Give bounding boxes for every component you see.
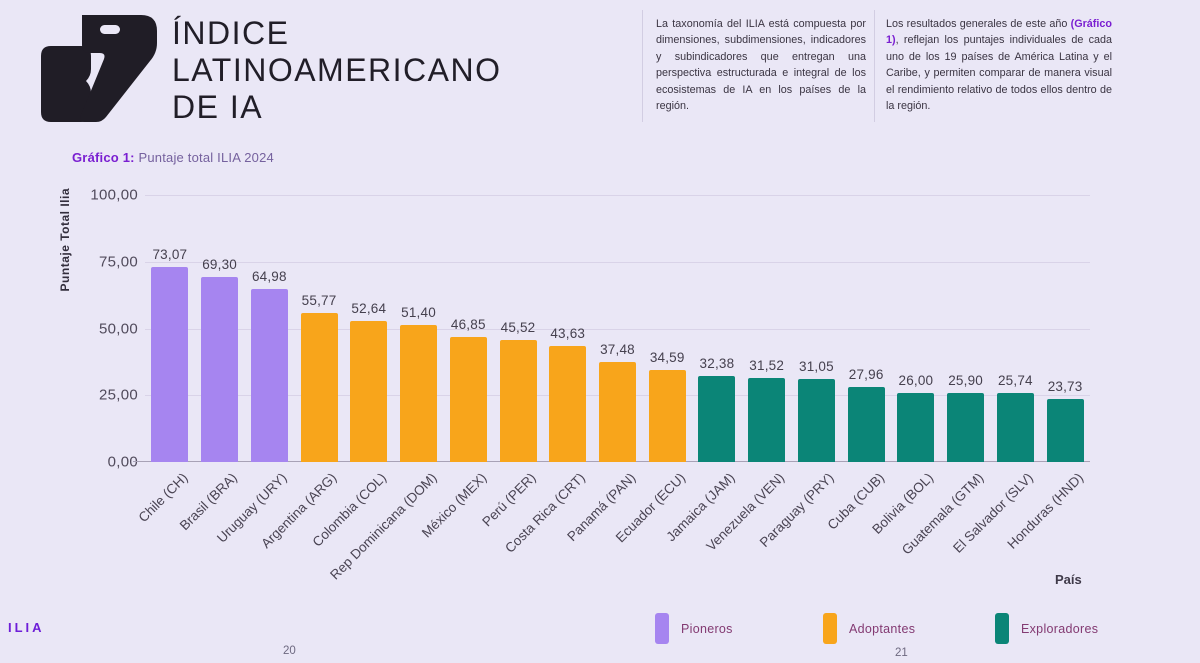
chart-title-prefix: Gráfico 1: <box>72 150 135 165</box>
page-title-line: ÍNDICE <box>172 15 290 51</box>
bar <box>648 369 686 462</box>
bar <box>947 392 985 462</box>
bar-slot: 25,74 <box>990 195 1040 462</box>
bar-series: 73,07 69,30 64,98 55,77 52,64 51,40 46,85 45,52… <box>145 195 1090 462</box>
bar-value-label: 25,74 <box>997 373 1033 389</box>
bar-slot: 31,05 <box>792 195 842 462</box>
y-tick-label: 100,00 <box>90 186 138 204</box>
page-number-left: 20 <box>283 645 296 657</box>
chart-title-text: Puntaje total ILIA 2024 <box>138 150 274 165</box>
bar-value-label: 25,90 <box>948 372 984 388</box>
bar <box>400 324 438 462</box>
plot-area: 73,07 69,30 64,98 55,77 52,64 51,40 46,85 45,52… <box>133 195 1090 462</box>
bar <box>1046 398 1084 462</box>
legend-label: Exploradores <box>1021 621 1099 636</box>
gridline <box>145 261 1090 263</box>
bar <box>350 321 388 462</box>
y-tick-label: 0,00 <box>107 453 138 471</box>
bar-slot: 46,85 <box>443 195 493 462</box>
column-divider <box>874 10 875 122</box>
bar <box>698 375 736 462</box>
bar-value-label: 27,96 <box>848 367 884 383</box>
bar-slot: 32,38 <box>692 195 742 462</box>
x-axis-labels: Chile (CH) Brasil (BRA) Uruguay (URY) Argen… <box>135 470 1090 605</box>
bar-value-label: 23,73 <box>1047 378 1083 394</box>
bar <box>797 379 835 462</box>
bar-slot: 55,77 <box>294 195 344 462</box>
bar-slot: 31,52 <box>742 195 792 462</box>
bar-value-label: 51,40 <box>401 304 436 320</box>
bar <box>449 336 487 462</box>
legend-swatch <box>823 613 837 644</box>
bar-slot: 73,07 <box>145 195 195 462</box>
y-tick-label: 50,00 <box>98 320 138 337</box>
bar <box>151 266 189 462</box>
page-title: ÍNDICE LATINOAMERICANO DE IA <box>172 15 502 126</box>
intro-paragraph-right: Los resultados generales de este año (Gr… <box>886 16 1112 114</box>
bar-value-label: 26,00 <box>898 372 934 388</box>
bar-slot: 27,96 <box>841 195 891 462</box>
bar <box>996 393 1034 462</box>
bar-value-label: 73,07 <box>152 246 188 262</box>
gridline <box>145 328 1090 330</box>
bar <box>499 340 537 462</box>
bar-value-label: 64,98 <box>251 268 287 284</box>
bar-value-label: 37,48 <box>600 341 635 357</box>
legend-label: Pioneros <box>681 621 733 636</box>
y-tick-label: 75,00 <box>98 253 138 271</box>
legend-item: Exploradores <box>995 613 1098 644</box>
bar-slot: 52,64 <box>344 195 394 462</box>
bar-value-label: 46,85 <box>450 316 486 332</box>
y-axis-ticks: 100,00 75,00 50,00 25,00 0,00 <box>0 187 138 471</box>
bar-slot: 23,73 <box>1040 195 1090 462</box>
bar-value-label: 45,52 <box>500 320 536 336</box>
bar <box>250 288 288 462</box>
bar-value-label: 69,30 <box>202 256 237 272</box>
bar-value-label: 55,77 <box>301 293 337 309</box>
x-axis-title: País <box>1055 572 1082 587</box>
legend-swatch <box>995 613 1009 644</box>
bar-value-label: 52,64 <box>351 301 387 317</box>
bar-slot: 26,00 <box>891 195 941 462</box>
bar <box>549 345 587 462</box>
chart-title: Gráfico 1: Puntaje total ILIA 2024 <box>72 150 274 165</box>
gridline <box>145 195 1090 196</box>
intro-right-text: Los resultados generales de este año <box>886 18 1071 30</box>
legend-item: Adoptantes <box>823 613 915 644</box>
chart-reference: (Gráfico 1) <box>886 18 1112 47</box>
intro-right-text: , reflejan los puntajes individuales de … <box>886 34 1112 113</box>
legend-swatch <box>655 613 669 644</box>
page-number-right: 21 <box>895 647 908 659</box>
bar <box>201 276 239 462</box>
bar-slot: 43,63 <box>543 195 593 462</box>
bar-value-label: 43,63 <box>550 325 586 341</box>
chart-legend: Pioneros Adoptantes Exploradores <box>0 613 1200 649</box>
bar-slot: 25,90 <box>941 195 991 462</box>
bar-slot: 45,52 <box>493 195 543 462</box>
bar-slot: 64,98 <box>244 195 294 462</box>
bar-value-label: 31,05 <box>799 359 834 375</box>
bar-value-label: 31,52 <box>749 357 785 373</box>
page-title-line: DE IA <box>172 89 264 125</box>
bar <box>300 313 338 462</box>
legend-item: Pioneros <box>655 613 733 644</box>
bar <box>748 377 786 462</box>
bar-slot: 37,48 <box>593 195 643 462</box>
bar-value-label: 34,59 <box>649 349 685 365</box>
bar-slot: 51,40 <box>394 195 444 462</box>
footer-brand-logo: ILIA <box>8 620 45 635</box>
legend-label: Adoptantes <box>849 621 916 636</box>
column-divider <box>642 10 643 122</box>
y-tick-label: 25,00 <box>98 386 138 404</box>
bar <box>598 361 636 462</box>
page-title-line: LATINOAMERICANO <box>172 52 502 88</box>
bar-slot: 34,59 <box>642 195 692 462</box>
bar <box>847 387 885 462</box>
intro-paragraph-left: La taxonomía del ILIA está compuesta por… <box>656 18 866 113</box>
bar-slot: 69,30 <box>195 195 245 462</box>
ilia-logo-icon <box>41 15 157 122</box>
bar-value-label: 32,38 <box>699 355 735 371</box>
bar <box>897 392 935 462</box>
